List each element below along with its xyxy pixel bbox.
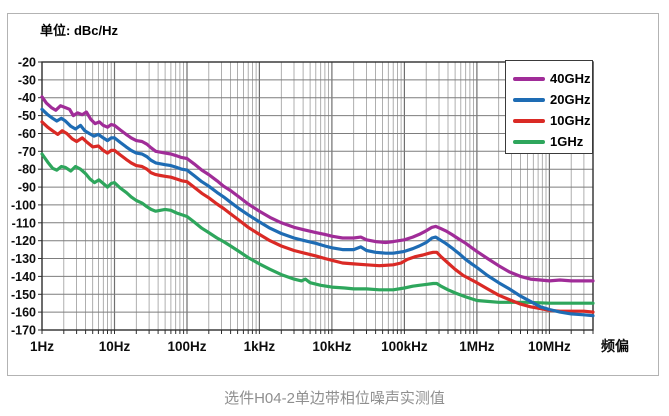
x-tick-label: 100kHz [381, 339, 428, 354]
legend-swatch-10ghz [513, 118, 545, 123]
y-tick-label: -90 [18, 181, 36, 195]
y-tick-label: -60 [18, 127, 36, 141]
legend-label-1ghz: 1GHz [550, 134, 584, 149]
legend-swatch-40ghz [513, 76, 545, 81]
y-tick-label: -170 [11, 324, 36, 338]
legend: 40GHz 20GHz 10GHz 1GHz [505, 60, 593, 154]
unit-label: 单位: dBc/Hz [40, 23, 119, 38]
legend-label-40ghz: 40GHz [550, 71, 591, 86]
legend-swatch-20ghz [513, 97, 545, 102]
x-tick-label: 10Hz [99, 339, 131, 354]
y-tick-label: -80 [18, 163, 36, 177]
y-tick-label: -120 [11, 234, 36, 248]
x-axis-title: 频偏 [601, 338, 629, 354]
y-tick-label: -50 [18, 109, 36, 123]
legend-item-10ghz: 10GHz [506, 110, 592, 131]
y-tick-label: -30 [18, 73, 36, 87]
y-tick-label: -140 [11, 270, 36, 284]
y-tick-label: -160 [11, 306, 36, 320]
legend-label-10ghz: 10GHz [550, 113, 591, 128]
legend-item-20ghz: 20GHz [506, 89, 592, 110]
legend-label-20ghz: 20GHz [550, 92, 591, 107]
series-line-10ghz [40, 120, 595, 314]
x-tick-label: 100Hz [167, 339, 206, 354]
y-tick-label: -20 [18, 56, 36, 70]
x-tick-label: 1kHz [244, 339, 276, 354]
x-tick-label: 1MHz [459, 339, 495, 354]
x-tick-label: 1Hz [30, 339, 54, 354]
legend-swatch-1ghz [513, 139, 545, 144]
y-tick-label: -40 [18, 91, 36, 105]
series-line-1ghz [40, 152, 595, 305]
figure-caption: 选件H04-2单边带相位噪声实测值 [224, 390, 445, 407]
y-tick-label: -150 [11, 288, 36, 302]
y-tick-label: -100 [11, 198, 36, 212]
y-tick-label: -70 [18, 145, 36, 159]
y-tick-label: -130 [11, 252, 36, 266]
series-line-20ghz [40, 107, 595, 318]
legend-item-1ghz: 1GHz [506, 131, 592, 152]
legend-item-40ghz: 40GHz [506, 68, 592, 89]
series-line-40ghz [40, 95, 595, 283]
x-tick-label: 10MHz [528, 339, 571, 354]
y-tick-label: -110 [12, 216, 36, 230]
plot-frame [41, 61, 594, 331]
x-tick-label: 10kHz [312, 339, 351, 354]
